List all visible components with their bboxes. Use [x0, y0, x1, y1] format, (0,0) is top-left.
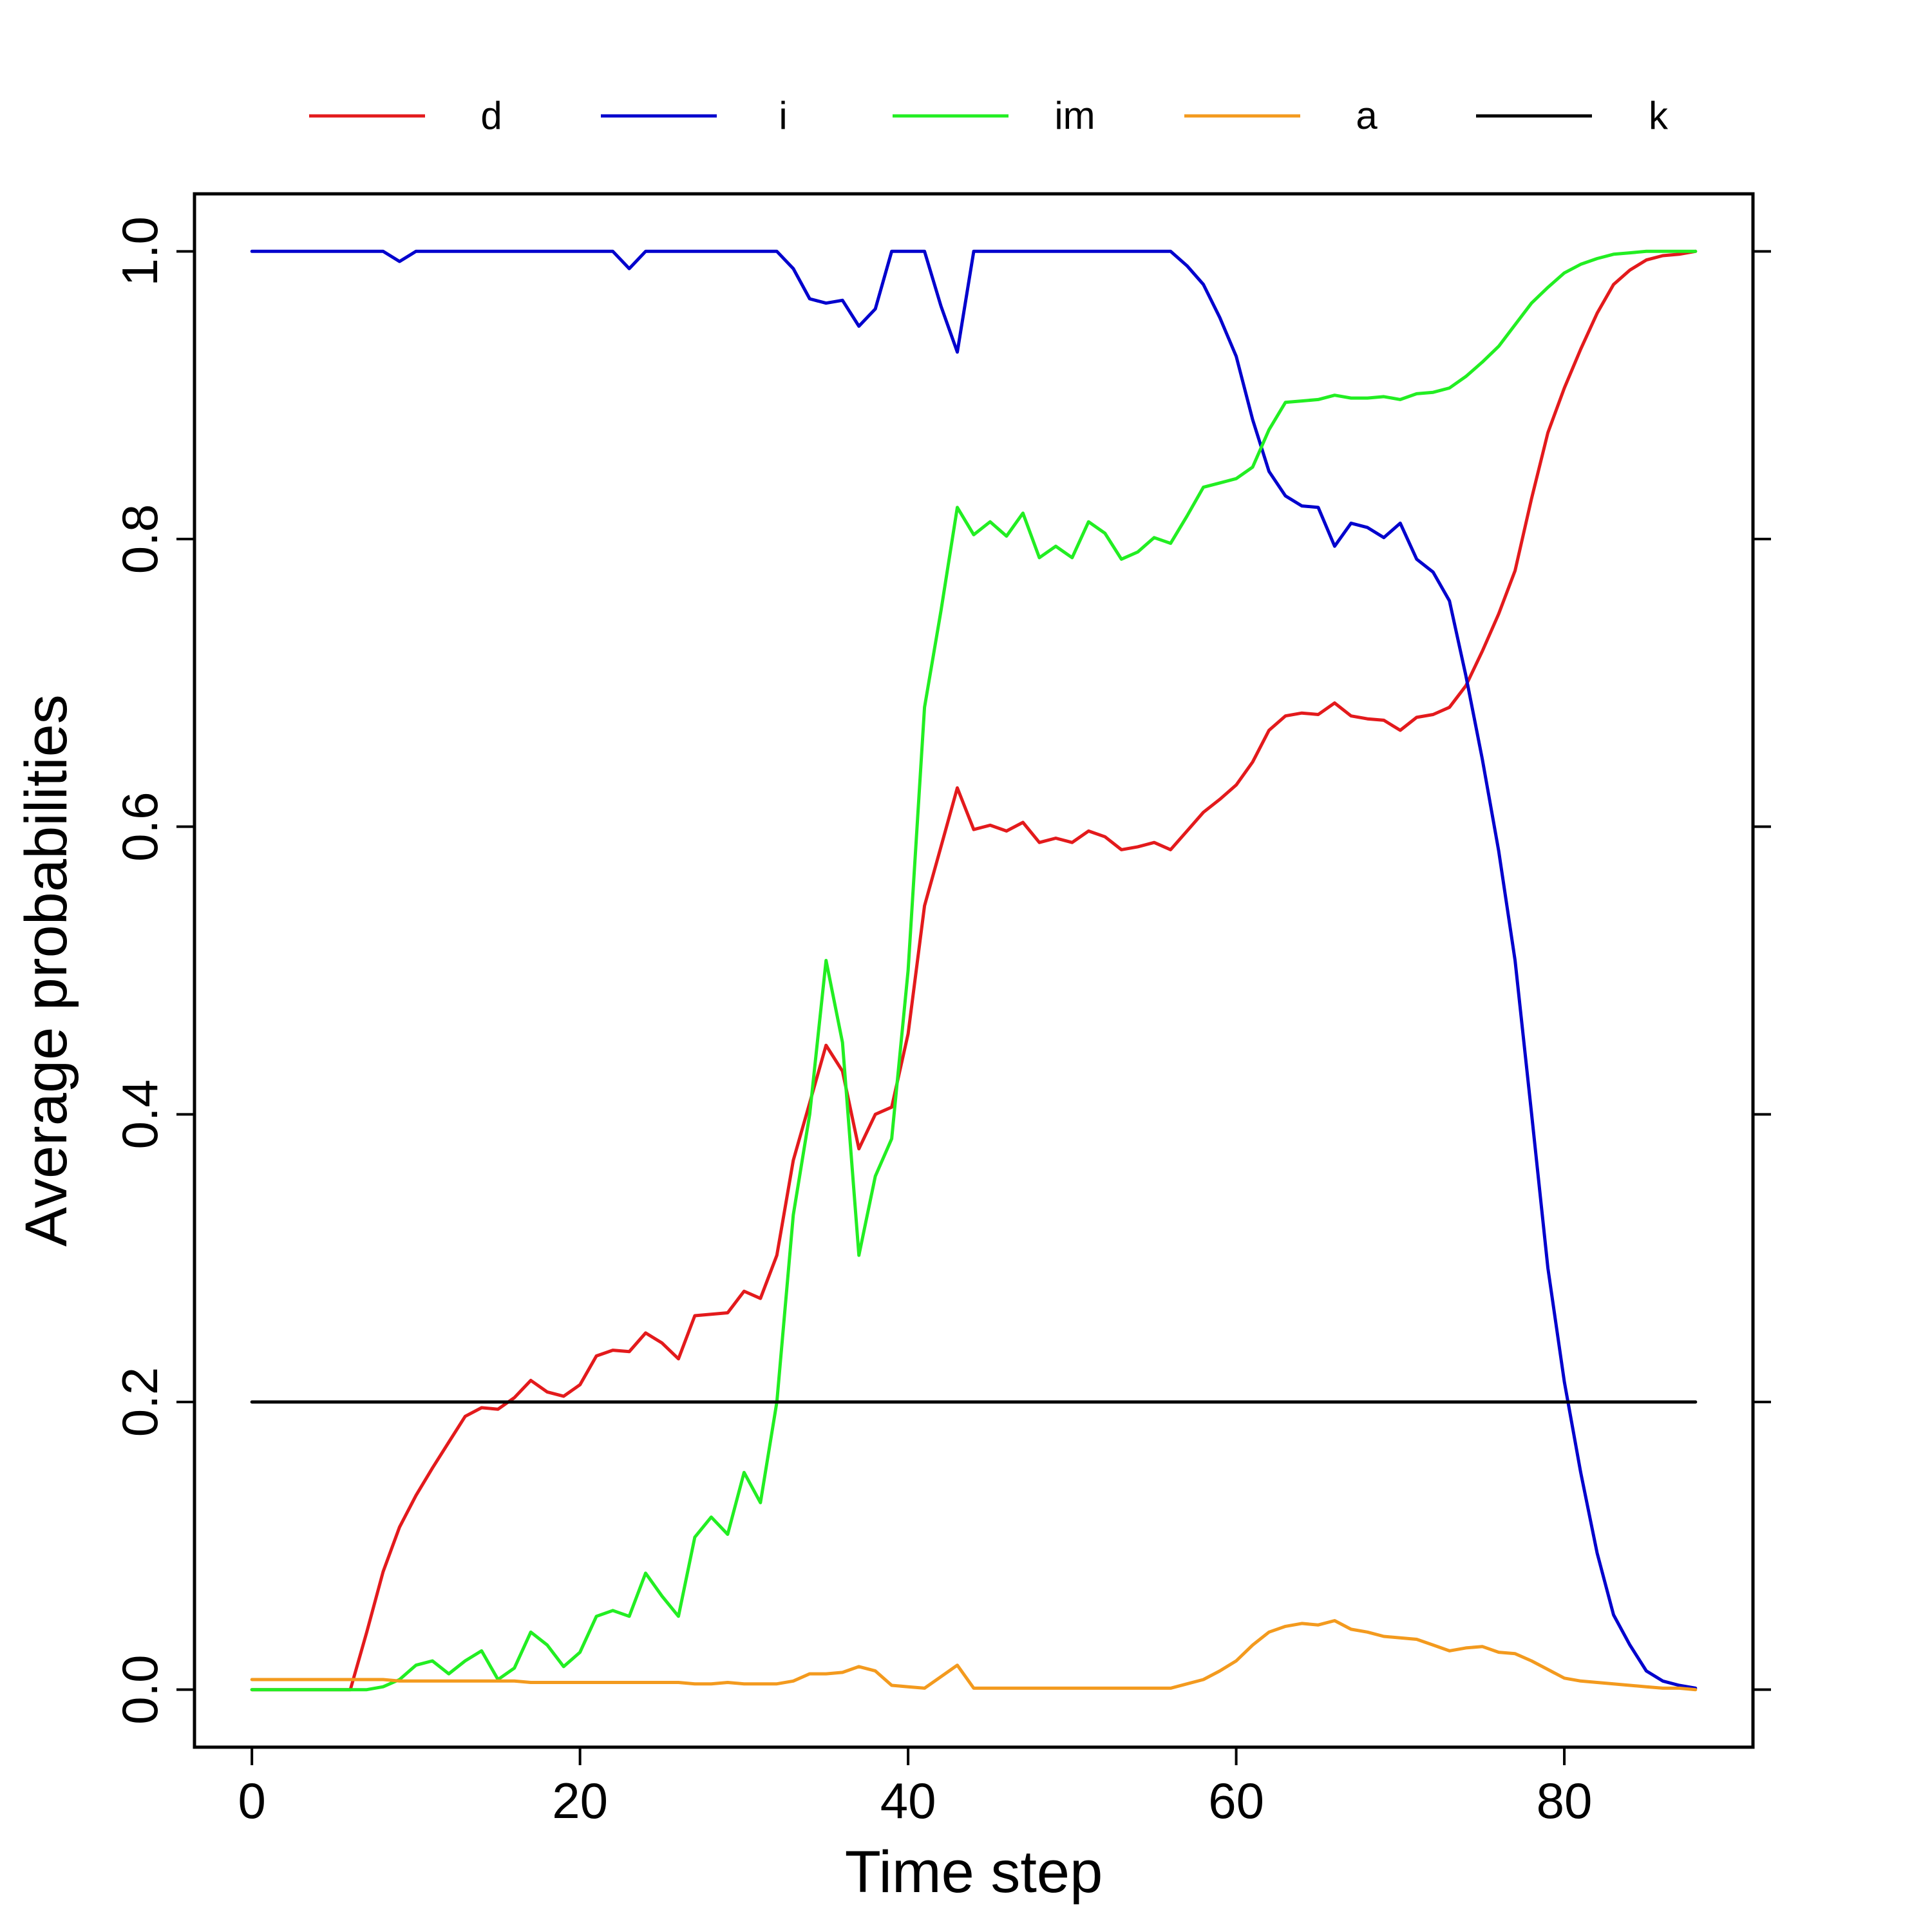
y-axis: 0.0 0.2 0.4 0.6 0.8 1.0: [111, 216, 1771, 1725]
series-line-a: [250, 1619, 1698, 1692]
series-line-im: [250, 249, 1698, 1692]
series-line-i: [250, 249, 1698, 1690]
legend-label-i: i: [779, 94, 787, 137]
x-tick-label: 80: [1537, 1772, 1593, 1829]
legend-label-k: k: [1649, 94, 1669, 137]
legend-label-im: im: [1054, 94, 1095, 137]
series-line-d: [250, 249, 1698, 1692]
y-tick-label: 0.2: [111, 1367, 168, 1437]
y-tick-label: 0.0: [111, 1654, 168, 1724]
x-tick-label: 40: [880, 1772, 936, 1829]
y-tick-label: 0.8: [111, 504, 168, 574]
x-tick-label: 60: [1208, 1772, 1264, 1829]
legend-label-d: d: [480, 94, 502, 137]
y-axis-title: Average probabilities: [14, 694, 79, 1247]
x-axis-title: Time step: [845, 1839, 1103, 1905]
legend-label-a: a: [1356, 94, 1378, 137]
series-layer: [250, 249, 1698, 1692]
plot-frame: [193, 192, 1755, 1749]
legend: d i im a k: [309, 94, 1669, 137]
y-tick-label: 1.0: [111, 216, 168, 286]
y-tick-label: 0.6: [111, 791, 168, 861]
x-tick-label: 20: [552, 1772, 608, 1829]
y-tick-label: 0.4: [111, 1079, 168, 1149]
x-axis: 0 20 40 60 80: [238, 1747, 1592, 1829]
x-tick-label: 0: [238, 1772, 265, 1829]
